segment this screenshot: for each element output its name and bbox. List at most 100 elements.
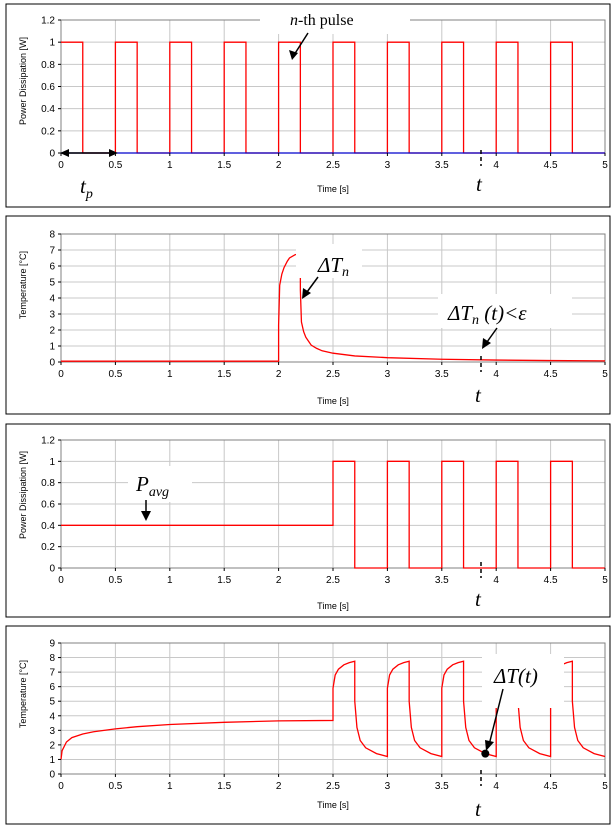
panel-3-xtick-3: 1.5 — [217, 575, 231, 586]
panel-2-series-line-0 — [61, 252, 606, 362]
panel-3-ytick-1: 0.2 — [41, 542, 55, 553]
panel-3-xtick-4: 2 — [276, 575, 282, 586]
panel-4-ytick-4: 4 — [49, 711, 55, 722]
panel-4-series — [60, 660, 606, 760]
panel-4-ytick-5: 5 — [49, 697, 55, 708]
panel-1-ytick-2: 0.4 — [41, 104, 55, 115]
panel-4-ytick-8: 8 — [49, 653, 55, 664]
panel-4-xtick-7: 3.5 — [435, 781, 449, 792]
panel-3-ytick-0: 0 — [49, 564, 55, 575]
delta-t-label: ΔT(t) — [493, 664, 538, 688]
delta-t-arrow — [488, 688, 504, 746]
panel-1-xtick-2: 1 — [167, 160, 173, 171]
panel-1-xtick-5: 2.5 — [326, 160, 340, 171]
panel-2-ytick-4: 4 — [49, 294, 55, 305]
panel-2-x-ticks: 0 0.5 1 1.5 2 2.5 3 3.5 4 4.5 5 — [58, 362, 608, 380]
delta-tn-label-sub: n — [342, 265, 349, 280]
panel-4-t-label: t — [475, 797, 482, 821]
panel-2-xtick-3: 1.5 — [217, 369, 231, 380]
panel-1-y-ticks: 0 0.2 0.4 0.6 0.8 1 1.2 — [41, 16, 61, 160]
panel-1-xtick-9: 4.5 — [544, 160, 558, 171]
panel-2: 0 0.5 1 1.5 2 2.5 3 3.5 4 4.5 5 0 1 2 3 4 5 6 7 8 Temperat… — [5, 215, 611, 415]
panel-1-frame — [5, 3, 611, 208]
panel-3-xtick-10: 5 — [602, 575, 608, 586]
panel-3-series — [61, 460, 605, 569]
panel-1-ytick-6: 1.2 — [41, 16, 55, 27]
panel-2-ytick-2: 2 — [49, 326, 55, 337]
pavg-label-sub: avg — [149, 485, 169, 500]
panel-4-xtick-1: 0.5 — [108, 781, 122, 792]
panel-2-xtick-5: 2.5 — [326, 369, 340, 380]
epsilon-label-main: ΔT — [447, 301, 473, 325]
delta-tn-arrowhead — [302, 288, 311, 299]
panel-2-ytick-0: 0 — [49, 358, 55, 369]
delta-t-arrowhead — [485, 740, 494, 751]
panel-4-y-axis-label: Temperature [°C] — [18, 660, 28, 728]
epsilon-arrowhead — [482, 338, 491, 349]
delta-tn-arrow — [306, 276, 319, 293]
panel-3-xtick-5: 2.5 — [326, 575, 340, 586]
panel-3-xtick-1: 0.5 — [108, 575, 122, 586]
panel-3-t-label: t — [475, 587, 482, 611]
panel-4-xtick-3: 1.5 — [217, 781, 231, 792]
epsilon-label-sub: n — [472, 313, 479, 328]
pulse-label-n: n — [290, 12, 298, 29]
panel-2-ytick-1: 1 — [49, 342, 55, 353]
panel-3-frame — [5, 423, 611, 618]
panel-2-xtick-4: 2 — [276, 369, 282, 380]
panel-4-xtick-2: 1 — [167, 781, 173, 792]
panel-1-xtick-8: 4 — [493, 160, 499, 171]
panel-2-xtick-0: 0 — [58, 369, 64, 380]
panel-2-ytick-6: 6 — [49, 262, 55, 273]
panel-3: 0 0.5 1 1.5 2 2.5 3 3.5 4 4.5 5 00.20.40.60.811.2 … — [5, 423, 611, 618]
panel-2-xtick-6: 3 — [385, 369, 391, 380]
panel-1-xtick-6: 3 — [385, 160, 391, 171]
panel-1-t-label: t — [476, 172, 483, 196]
panel-4-x-axis-label: Time [s] — [317, 800, 349, 810]
epsilon-label: ΔTn (t)<ε — [447, 301, 527, 328]
panel-4-xtick-0: 0 — [58, 781, 64, 792]
panel-4-ytick-3: 3 — [49, 726, 55, 737]
panel-4-xtick-10: 5 — [602, 781, 608, 792]
panel-3-ytick-2: 0.4 — [41, 521, 55, 532]
panel-4-xtick-6: 3 — [385, 781, 391, 792]
panel-1-ytick-3: 0.6 — [41, 82, 55, 93]
panel-1-xtick-3: 1.5 — [217, 160, 231, 171]
pulse-arrow — [293, 32, 309, 56]
panel-3-ytick-3: 0.6 — [41, 500, 55, 511]
tp-label-main: t — [80, 174, 87, 198]
panel-3-xtick-0: 0 — [58, 575, 64, 586]
tp-arrowhead-right — [109, 149, 118, 157]
panel-2-xtick-10: 5 — [602, 369, 608, 380]
panel-3-ytick-4: 0.8 — [41, 478, 55, 489]
panel-4-xtick-9: 4.5 — [544, 781, 558, 792]
delta-t-marker — [481, 749, 490, 758]
panel-3-x-axis-label: Time [s] — [317, 601, 349, 611]
panel-3-xtick-9: 4.5 — [544, 575, 558, 586]
delta-tn-label: ΔTn — [317, 253, 349, 280]
pavg-label-box — [128, 466, 192, 502]
tp-label: tp — [80, 174, 93, 202]
panel-2-ytick-5: 5 — [49, 278, 55, 289]
panel-3-ytick-6: 1.2 — [41, 436, 55, 447]
epsilon-label-suffix: (t)<ε — [479, 301, 527, 325]
pavg-label-main: P — [135, 472, 149, 496]
panel-4-series-line-0 — [60, 660, 606, 760]
panel-1-xtick-4: 2 — [276, 160, 282, 171]
panel-2-y-ticks: 0 1 2 3 4 5 6 7 8 — [49, 230, 61, 369]
panel-2-ytick-7: 7 — [49, 246, 55, 257]
panel-3-xtick-2: 1 — [167, 575, 173, 586]
pulse-arrowhead — [289, 50, 298, 60]
panel-1-ytick-5: 1 — [49, 38, 55, 49]
panel-4-ytick-6: 6 — [49, 682, 55, 693]
panel-3-xtick-8: 4 — [493, 575, 499, 586]
panel-3-y-axis-label: Power Dissipation [W] — [18, 451, 28, 539]
panel-2-y-axis-label: Temperature [°C] — [18, 251, 28, 319]
panel-4-xtick-4: 2 — [276, 781, 282, 792]
panel-1-xtick-0: 0 — [58, 160, 64, 171]
panel-2-xtick-2: 1 — [167, 369, 173, 380]
panel-4-y-ticks: 0 1 2 3 4 5 6 7 8 9 — [49, 639, 61, 781]
panel-3-xtick-7: 3.5 — [435, 575, 449, 586]
panel-2-series — [61, 252, 606, 362]
pavg-arrowhead — [141, 511, 151, 521]
